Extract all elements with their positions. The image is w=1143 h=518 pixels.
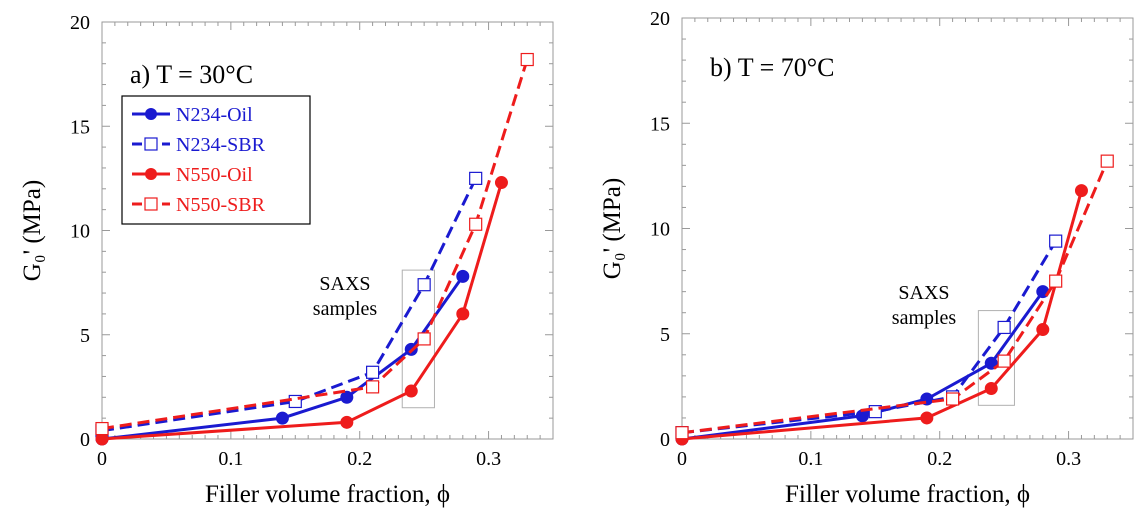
data-point xyxy=(417,278,431,292)
y-tick-label: 5 xyxy=(80,325,90,347)
y-tick-label: 10 xyxy=(650,219,670,241)
data-point xyxy=(920,411,934,425)
x-tick-label: 0.3 xyxy=(476,448,501,470)
y-tick-label: 15 xyxy=(70,116,90,138)
data-point xyxy=(1049,274,1063,288)
legend-marker xyxy=(144,197,158,211)
legend-entry: N550-SBR xyxy=(176,194,266,216)
legend-entry: N234-Oil xyxy=(176,104,253,126)
y-tick-label: 20 xyxy=(70,12,90,34)
legend: N234-Oil N234-SBR N550-Oil N550-SBR xyxy=(121,95,311,225)
panel-title: b) T = 70°C xyxy=(710,53,835,82)
legend-marker xyxy=(144,137,158,151)
x-tick-label: 0 xyxy=(97,448,107,470)
y-tick-label: 0 xyxy=(660,429,670,451)
series-n234-oil xyxy=(95,269,470,446)
saxs-annotation-line-2: samples xyxy=(313,298,378,320)
y-axis-label: G₀' (MPa) xyxy=(599,178,626,279)
data-point xyxy=(366,380,380,394)
x-tick-label: 0.1 xyxy=(218,448,243,470)
series-line xyxy=(681,240,1057,435)
data-point xyxy=(997,320,1011,335)
data-point xyxy=(469,217,483,231)
series-n234-oil xyxy=(675,285,1050,446)
data-point xyxy=(366,365,380,379)
data-point xyxy=(984,381,998,395)
data-point xyxy=(1049,234,1063,248)
data-point xyxy=(456,269,470,283)
data-point xyxy=(997,354,1011,368)
y-tick-label: 10 xyxy=(70,221,90,243)
x-tick-label: 0.2 xyxy=(927,448,952,470)
x-tick-label: 0.2 xyxy=(347,448,372,470)
series-n234-sbr xyxy=(95,171,483,438)
data-point xyxy=(1074,184,1088,198)
saxs-box xyxy=(977,310,1015,406)
series-n550-oil xyxy=(95,176,508,446)
saxs-annotation-line-1: SAXS xyxy=(898,282,949,304)
data-point xyxy=(1036,323,1050,337)
data-point xyxy=(340,390,354,404)
y-tick-label: 0 xyxy=(80,429,90,451)
panel-title: a) T = 30°C xyxy=(130,60,253,89)
legend-marker xyxy=(145,108,157,120)
data-point xyxy=(675,426,689,440)
data-point xyxy=(417,332,431,346)
x-axis-label: Filler volume fraction, ϕ xyxy=(205,481,450,508)
data-point xyxy=(494,176,508,190)
data-point xyxy=(469,171,483,185)
x-tick-label: 0 xyxy=(677,448,687,470)
saxs-annotation-line-2: samples xyxy=(892,307,957,329)
data-point xyxy=(95,421,109,436)
series-line xyxy=(681,190,1083,441)
data-point xyxy=(456,307,470,321)
data-point xyxy=(945,392,960,406)
data-point xyxy=(340,415,354,429)
x-tick-label: 0.1 xyxy=(798,448,823,470)
chart-panel-b: 0 0.1 0.2 0.3 0 5 10 15 20 Filler volume fraction… xyxy=(599,8,1134,508)
saxs-box xyxy=(401,269,435,409)
data-point xyxy=(275,411,289,425)
legend-entry: N550-Oil xyxy=(176,164,253,186)
data-point xyxy=(1100,154,1114,168)
saxs-annotation-line-1: SAXS xyxy=(319,273,370,295)
series-line xyxy=(681,160,1109,435)
legend-entry: N234-SBR xyxy=(176,134,266,156)
y-tick-label: 5 xyxy=(660,324,670,346)
chart-panel-a: 0 0.1 0.2 0.3 0 5 10 15 20 Filler volume fraction… xyxy=(19,12,554,508)
data-point xyxy=(520,52,534,67)
series-n550-sbr xyxy=(95,52,534,436)
x-tick-label: 0.3 xyxy=(1056,448,1081,470)
legend-marker xyxy=(145,168,157,180)
y-tick-label: 15 xyxy=(650,113,670,135)
series-n550-sbr xyxy=(675,154,1114,440)
y-tick-label: 20 xyxy=(650,8,670,30)
y-axis-label: G₀' (MPa) xyxy=(19,180,46,281)
x-axis-label: Filler volume fraction, ϕ xyxy=(785,481,1030,508)
data-point xyxy=(984,356,998,370)
data-point xyxy=(404,384,418,398)
